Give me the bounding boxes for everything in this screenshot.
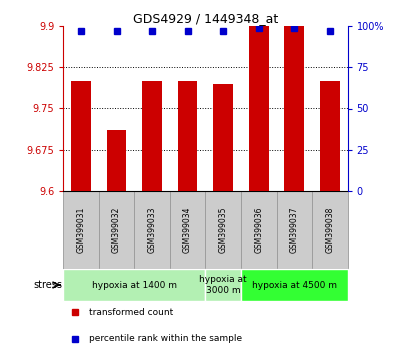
- Bar: [276, 191, 312, 269]
- Text: stress: stress: [34, 280, 62, 290]
- Bar: [63, 191, 99, 269]
- Text: GSM399031: GSM399031: [77, 207, 85, 253]
- Text: hypoxia at 1400 m: hypoxia at 1400 m: [92, 280, 177, 290]
- Bar: [213, 84, 233, 191]
- Text: GSM399032: GSM399032: [112, 207, 121, 253]
- Bar: [178, 81, 198, 191]
- Bar: [241, 191, 276, 269]
- Title: GDS4929 / 1449348_at: GDS4929 / 1449348_at: [133, 12, 278, 25]
- Text: GSM399035: GSM399035: [219, 207, 228, 253]
- Bar: [284, 26, 304, 191]
- Text: GSM399038: GSM399038: [325, 207, 334, 253]
- Bar: [241, 269, 348, 301]
- Text: GSM399037: GSM399037: [290, 207, 299, 253]
- Text: GSM399036: GSM399036: [254, 207, 263, 253]
- Bar: [205, 269, 241, 301]
- Text: percentile rank within the sample: percentile rank within the sample: [89, 334, 242, 343]
- Bar: [312, 191, 348, 269]
- Bar: [134, 191, 170, 269]
- Text: transformed count: transformed count: [89, 308, 173, 317]
- Text: hypoxia at
3000 m: hypoxia at 3000 m: [199, 275, 247, 295]
- Bar: [320, 81, 340, 191]
- Bar: [142, 81, 162, 191]
- Text: GSM399033: GSM399033: [148, 207, 156, 253]
- Bar: [63, 269, 205, 301]
- Bar: [205, 191, 241, 269]
- Bar: [170, 191, 205, 269]
- Text: GSM399034: GSM399034: [183, 207, 192, 253]
- Bar: [107, 131, 126, 191]
- Bar: [249, 26, 269, 191]
- Bar: [99, 191, 134, 269]
- Bar: [71, 81, 91, 191]
- Text: hypoxia at 4500 m: hypoxia at 4500 m: [252, 280, 337, 290]
